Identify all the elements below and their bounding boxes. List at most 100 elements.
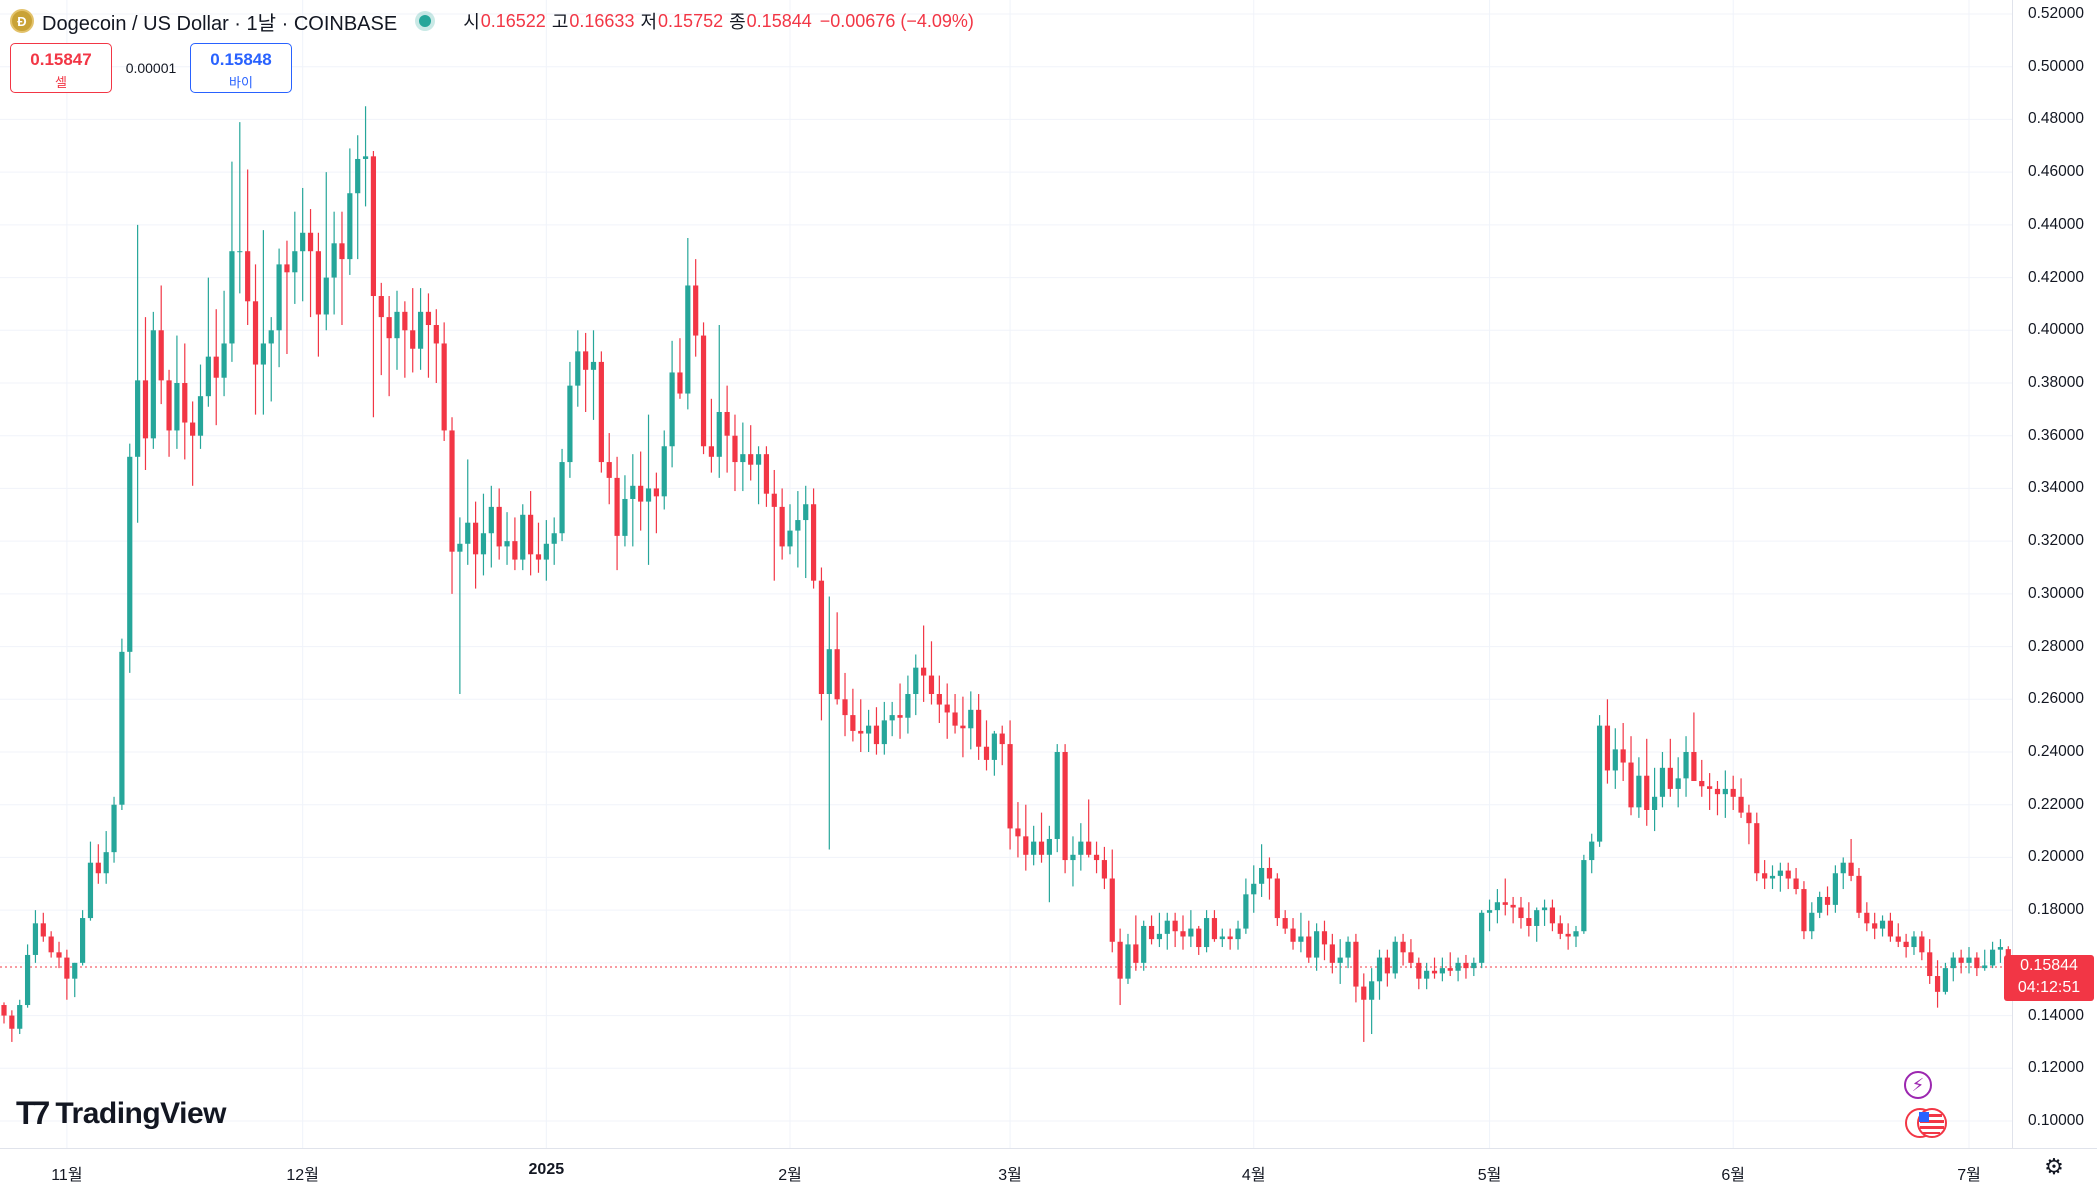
candle (1211, 910, 1218, 942)
candle (559, 448, 565, 542)
gear-icon[interactable]: ⚙ (2044, 1154, 2064, 1179)
candle (1471, 957, 1477, 977)
time-axis[interactable]: 11월 12월 2025 2월 3월 4월 5월 6월 7월 (0, 1148, 2097, 1192)
candle (1652, 767, 1658, 832)
candle-body (158, 330, 164, 381)
candle-body (1879, 920, 1886, 929)
candle (292, 211, 298, 304)
candle-body (87, 862, 94, 919)
candle-body (1557, 923, 1563, 934)
candle (763, 446, 770, 507)
candle (779, 488, 785, 560)
sell-button[interactable]: 0.15847 셀 (10, 43, 112, 93)
tradingview-logo[interactable]: T7 TradingView (16, 1095, 227, 1132)
candle-body (645, 488, 652, 502)
candle-body (1376, 957, 1383, 982)
candle-body (1408, 952, 1414, 963)
candle (1463, 954, 1469, 979)
candle (1730, 775, 1736, 810)
candle-body (32, 923, 39, 955)
candle (1699, 759, 1705, 797)
buy-button[interactable]: 0.15848 바이 (190, 43, 292, 93)
candle-body (858, 730, 864, 734)
time-tick-label: 2월 (778, 1167, 802, 1184)
close-value: 0.15844 (746, 10, 812, 31)
dogecoin-logo-icon: Ð (10, 9, 34, 33)
candle-body (1007, 744, 1013, 829)
candle-body (590, 361, 597, 370)
candle-body (630, 485, 636, 499)
candle (740, 422, 746, 492)
candle (1777, 862, 1783, 892)
candle-body (905, 694, 911, 718)
candle (1872, 912, 1878, 940)
candle-body (1817, 896, 1823, 913)
candle-body (1824, 896, 1831, 905)
candle (142, 317, 149, 470)
candle (921, 625, 927, 702)
candle (1148, 915, 1155, 945)
candle-body (1455, 962, 1461, 971)
candle-body (473, 522, 479, 555)
candle (229, 161, 235, 362)
candle (1769, 865, 1776, 890)
candle-body (1369, 981, 1375, 1000)
candle (457, 517, 463, 695)
candle-body (1416, 962, 1422, 979)
flash-icon[interactable]: ⚡ (1904, 1071, 1932, 1099)
candle (17, 999, 23, 1035)
candle (473, 501, 479, 589)
candle (1180, 915, 1186, 950)
time-tick-label: 3월 (998, 1167, 1022, 1184)
candle-body (386, 317, 392, 339)
candle (504, 512, 510, 565)
candle-body (292, 251, 298, 273)
price-tick-label: 0.14000 (2027, 1006, 2084, 1024)
candle (889, 701, 895, 737)
us-flag-icon[interactable] (1904, 1107, 1948, 1139)
candle (1934, 960, 1941, 1008)
open-label: 시 (463, 12, 480, 32)
candle (1023, 804, 1029, 871)
candle (1793, 867, 1799, 895)
candle-body (976, 709, 982, 747)
candle-body (1895, 936, 1901, 942)
candle-body (323, 277, 329, 315)
candle (1455, 957, 1461, 982)
candle (119, 638, 125, 810)
candle-body (135, 380, 141, 457)
candle-body (1754, 823, 1760, 874)
candle (1596, 715, 1603, 847)
candle-body (1, 1005, 7, 1016)
candle-body (1573, 931, 1579, 937)
candle-body (441, 343, 447, 431)
candle-body (315, 251, 321, 315)
candle-body (1180, 931, 1186, 937)
candle-body (1903, 941, 1909, 948)
candle (1038, 812, 1045, 863)
candle-body (559, 462, 565, 534)
candle-body (1353, 941, 1359, 987)
candle (221, 290, 227, 397)
market-status-icon[interactable] (419, 15, 432, 27)
chart-pane[interactable] (0, 0, 2012, 1148)
candle-body (1518, 907, 1524, 919)
candle (449, 417, 455, 594)
candle (1958, 949, 1964, 974)
candle (355, 135, 361, 260)
candle (1062, 744, 1068, 874)
candlestick-chart[interactable] (0, 0, 2012, 1148)
candle-body (205, 356, 211, 397)
candle-body (653, 488, 659, 497)
candle (1565, 923, 1571, 950)
symbol-title[interactable]: Dogecoin / US Dollar · 1날 · COINBASE (42, 12, 398, 35)
candle (905, 675, 911, 734)
candle (1172, 912, 1178, 948)
sell-price: 0.15847 (30, 50, 92, 69)
candle-body (1581, 860, 1587, 932)
candle (928, 641, 935, 705)
candle (402, 301, 408, 378)
candle-body (355, 158, 361, 194)
candle (803, 485, 809, 579)
candle (9, 1010, 15, 1042)
